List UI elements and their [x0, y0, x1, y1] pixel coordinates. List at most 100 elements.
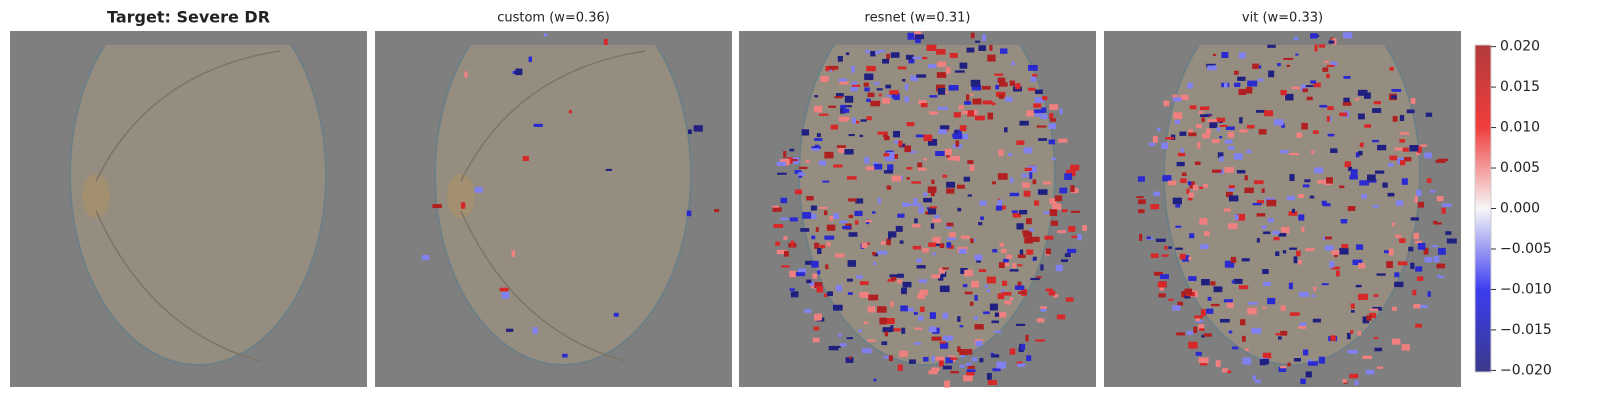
attribution-speckle	[970, 32, 975, 39]
attribution-speckle	[1239, 117, 1243, 124]
attribution-speckle	[1037, 189, 1048, 195]
attribution-speckle	[1256, 200, 1264, 204]
attribution-speckle	[883, 356, 892, 359]
attribution-speckle	[1262, 269, 1269, 275]
attribution-speckle	[1417, 146, 1422, 153]
attribution-speckle	[1247, 80, 1258, 87]
attribution-speckle	[1267, 297, 1276, 305]
attribution-speckle	[930, 191, 935, 197]
attribution-speckle	[460, 202, 466, 209]
attribution-speckle	[890, 325, 894, 332]
attribution-speckle	[1295, 250, 1301, 257]
attribution-speckle	[1303, 85, 1314, 88]
attribution-speckle	[1238, 52, 1246, 59]
attribution-speckle	[1064, 253, 1071, 258]
attribution-speckle	[1008, 153, 1012, 157]
attribution-speckle	[948, 85, 959, 91]
attribution-speckle	[1014, 285, 1025, 290]
attribution-speckle	[1049, 104, 1059, 111]
attribution-speckle	[947, 156, 957, 161]
attribution-speckle	[776, 172, 787, 175]
attribution-speckle	[817, 248, 822, 255]
attribution-speckle	[1281, 226, 1290, 234]
attribution-speckle	[813, 326, 820, 331]
attribution-speckle	[1179, 131, 1187, 136]
attribution-speckle	[1221, 52, 1229, 59]
attribution-speckle	[876, 88, 883, 91]
attribution-speckle	[1200, 360, 1208, 366]
attribution-speckle	[817, 270, 821, 275]
attribution-speckle	[864, 87, 870, 92]
attribution-speckle	[938, 128, 947, 135]
attribution-speckle	[944, 148, 953, 156]
attribution-speckle	[801, 129, 809, 136]
attribution-speckle	[1293, 36, 1299, 41]
attribution-speckle	[1077, 234, 1082, 241]
attribution-speckle	[967, 160, 974, 164]
attribution-speckle	[1436, 263, 1446, 269]
attribution-speckle	[1159, 284, 1164, 291]
attribution-speckle	[802, 212, 812, 219]
attribution-speckle	[923, 356, 929, 362]
attribution-speckle	[961, 354, 965, 358]
attribution-speckle	[1372, 108, 1382, 113]
attribution-speckle	[1038, 138, 1048, 141]
attribution-speckle	[1387, 162, 1394, 167]
attribution-speckle	[998, 149, 1004, 157]
attribution-speckle	[532, 327, 538, 334]
attribution-speckle	[1424, 152, 1433, 159]
attribution-speckle	[814, 242, 820, 249]
attribution-speckle	[964, 269, 973, 277]
attribution-speckle	[854, 210, 863, 217]
attribution-speckle	[1017, 281, 1022, 286]
attribution-speckle	[1032, 179, 1037, 185]
attribution-speckle	[974, 109, 978, 115]
vessel	[95, 210, 261, 362]
attribution-speckle	[908, 203, 916, 206]
attribution-speckle	[1417, 242, 1426, 250]
attribution-speckle	[990, 354, 1000, 358]
attribution-speckle	[1188, 129, 1194, 134]
attribution-speckle	[1354, 380, 1359, 386]
attribution-speckle	[1049, 113, 1054, 119]
attribution-speckle	[1247, 302, 1258, 305]
attribution-speckle	[917, 167, 927, 171]
attribution-speckle	[613, 312, 619, 317]
attribution-speckle	[1312, 318, 1322, 323]
attribution-speckle	[890, 301, 894, 308]
attribution-speckle	[1313, 167, 1324, 174]
attribution-speckle	[972, 239, 976, 242]
attribution-speckle	[828, 65, 839, 70]
attribution-speckle	[842, 116, 850, 120]
attribution-speckle	[982, 100, 993, 105]
attribution-speckle	[1420, 305, 1428, 309]
attribution-speckle	[775, 241, 781, 246]
attribution-speckle	[931, 336, 942, 341]
attribution-speckle	[1026, 249, 1034, 255]
panel-title: resnet (w=0.31)	[865, 11, 971, 26]
attribution-speckle	[1382, 182, 1388, 188]
attribution-speckle	[1376, 273, 1386, 276]
attribution-speckle	[859, 281, 869, 285]
attribution-speckle	[816, 286, 824, 293]
attribution-speckle	[1299, 322, 1307, 327]
attribution-speckle	[790, 291, 799, 298]
attribution-speckle	[1346, 332, 1351, 340]
attribution-speckle	[522, 155, 529, 161]
attribution-speckle	[904, 84, 909, 91]
attribution-speckle	[1373, 294, 1379, 297]
attribution-speckle	[795, 272, 806, 277]
attribution-speckle	[1030, 236, 1040, 242]
attribution-speckle	[1433, 220, 1438, 224]
attribution-speckle	[1049, 198, 1057, 205]
attribution-speckle	[1228, 195, 1239, 202]
attribution-speckle	[812, 337, 820, 343]
attribution-speckle	[967, 110, 975, 117]
attribution-speckle	[1172, 97, 1182, 102]
attribution-speckle	[1310, 33, 1318, 39]
attribution-speckle	[1358, 262, 1366, 269]
attribution-speckle	[1391, 338, 1401, 345]
attribution-speckle	[1009, 269, 1019, 272]
attribution-speckle	[932, 252, 936, 256]
attribution-speckle	[1176, 161, 1185, 167]
